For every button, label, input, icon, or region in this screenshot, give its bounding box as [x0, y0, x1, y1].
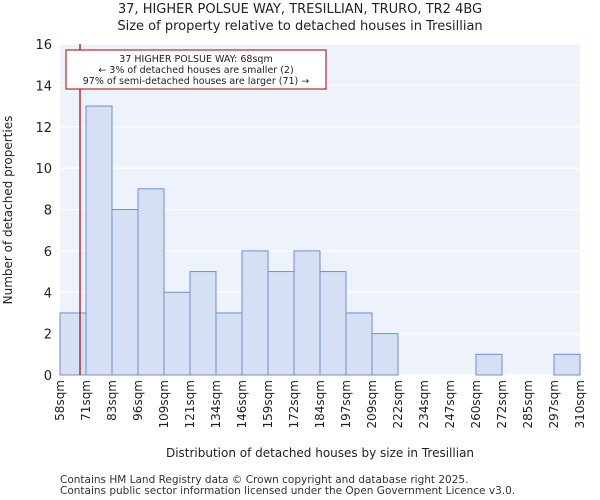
x-tick-label: 58sqm	[53, 380, 67, 421]
x-tick-label: 184sqm	[313, 380, 327, 428]
x-tick-label: 197sqm	[339, 380, 353, 428]
bar	[553, 353, 581, 376]
x-tick-label: 159sqm	[261, 380, 275, 428]
x-tick-label: 146sqm	[235, 380, 249, 428]
bar	[111, 209, 139, 376]
y-tick-label: 2	[44, 328, 52, 343]
bar	[241, 250, 269, 376]
bar	[293, 250, 321, 376]
x-tick-label: 134sqm	[209, 380, 223, 428]
bar	[189, 271, 217, 376]
annotation-line-1: 37 HIGHER POLSUE WAY: 68sqm	[119, 54, 272, 65]
x-tick-label: 234sqm	[417, 380, 431, 428]
x-tick-label: 83sqm	[105, 380, 119, 421]
x-tick-label: 260sqm	[469, 380, 483, 428]
annotation-box-frame	[65, 49, 327, 90]
x-axis-label: Distribution of detached houses by size …	[166, 446, 474, 460]
footer-line-2: Contains public sector information licen…	[60, 485, 516, 497]
bar	[137, 188, 165, 376]
bar	[85, 105, 113, 376]
bar	[371, 333, 399, 376]
annotation-line-2: ← 3% of detached houses are smaller (2)	[98, 65, 293, 76]
bar	[215, 312, 243, 376]
bar	[267, 271, 295, 376]
x-tick-label: 310sqm	[573, 380, 587, 428]
y-tick-label: 14	[35, 79, 52, 94]
x-tick-label: 222sqm	[391, 380, 405, 428]
footer-line-1: Contains HM Land Registry data © Crown c…	[60, 474, 469, 486]
x-tick-label: 247sqm	[443, 380, 457, 428]
x-tick-label: 96sqm	[131, 380, 145, 421]
y-tick-label: 8	[44, 204, 52, 219]
y-tick-label: 4	[44, 286, 52, 301]
chart-subtitle: Size of property relative to detached ho…	[117, 19, 483, 34]
y-tick-label: 0	[44, 369, 52, 384]
x-tick-label: 297sqm	[547, 380, 561, 428]
x-tick-label: 109sqm	[157, 380, 171, 428]
y-tick-label: 6	[44, 245, 52, 260]
annotation-line-3: 97% of semi-detached houses are larger (…	[83, 76, 310, 87]
x-tick-label: 272sqm	[495, 380, 509, 428]
y-tick-label: 10	[35, 162, 52, 177]
y-axis-label: Number of detached properties	[1, 116, 15, 305]
x-tick-label: 71sqm	[79, 380, 93, 421]
y-tick-label: 12	[35, 121, 52, 136]
bar	[345, 312, 373, 376]
x-tick-label: 121sqm	[183, 380, 197, 428]
bar	[475, 353, 503, 376]
y-tick-label: 16	[35, 38, 52, 53]
x-tick-label: 172sqm	[287, 380, 301, 428]
chart-title: 37, HIGHER POLSUE WAY, TRESILLIAN, TRURO…	[117, 2, 483, 17]
x-tick-label: 209sqm	[365, 380, 379, 428]
bar	[59, 312, 87, 376]
annotation-box: 37 HIGHER POLSUE WAY: 68sqm ← 3% of deta…	[65, 49, 327, 90]
x-tick-label: 285sqm	[521, 380, 535, 428]
bar	[319, 271, 347, 376]
bar	[163, 291, 191, 376]
